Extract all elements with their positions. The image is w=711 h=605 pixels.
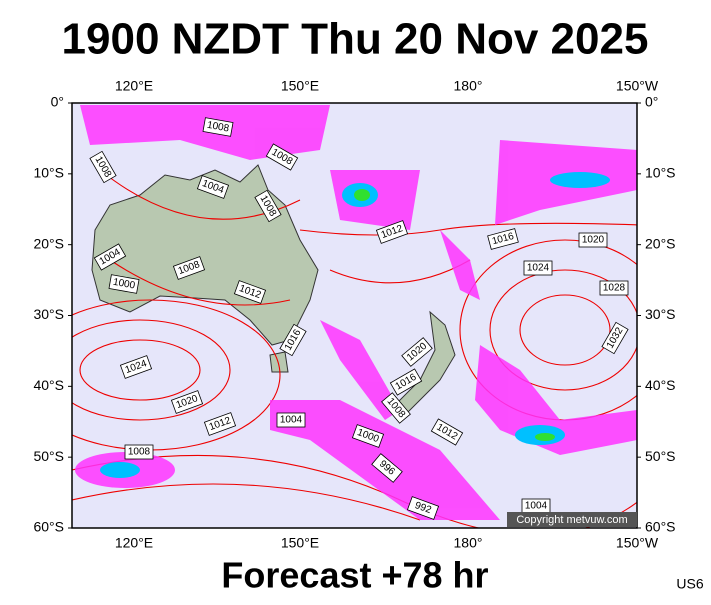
lon-label: 150°E [281, 535, 319, 551]
lon-label: 180° [454, 78, 483, 94]
lat-label: 60°S [33, 519, 64, 535]
isobar-label-box [487, 228, 519, 250]
isobar-label-box [124, 444, 154, 460]
isobar-label: 992 [406, 496, 440, 520]
isobar-value: 1024 [527, 263, 550, 274]
isobar-label: 1016 [487, 228, 519, 250]
isobar-label-box [375, 220, 409, 244]
lon-label: 120°E [115, 535, 153, 551]
isobar-label-box [389, 368, 423, 396]
isobar-label-box [279, 323, 307, 357]
lon-label: 150°W [616, 78, 659, 94]
isobar-label: 996 [371, 453, 403, 483]
lon-label: 150°W [616, 535, 659, 551]
isobar-label: 1004 [196, 175, 230, 199]
lat-label: 30°S [645, 306, 676, 322]
lat-label: 20°S [645, 235, 676, 251]
lat-label: 20°S [33, 235, 64, 251]
isobar-label-box [233, 280, 267, 304]
isobar-label: 1008 [172, 256, 206, 280]
isobar-value: 1020 [582, 235, 605, 246]
lat-label: 40°S [645, 377, 676, 393]
model-code: US6 [676, 576, 703, 592]
lat-label: 0° [51, 94, 64, 110]
lon-label: 120°E [115, 78, 153, 94]
lat-label: 30°S [33, 306, 64, 322]
isobar-label-box [170, 390, 204, 414]
isobar-label-box [196, 175, 230, 199]
title: 1900 NZDT Thu 20 Nov 2025 [62, 15, 649, 64]
isobar-label-box [108, 274, 140, 294]
isobar-label-box [401, 337, 433, 367]
copyright: Copyright metvuw.com [516, 514, 627, 526]
isobar-label: 1004 [521, 498, 551, 514]
isobar-label-box [265, 143, 299, 171]
isobar-label: 1008 [124, 444, 154, 460]
isobar-label-box [381, 392, 411, 424]
lat-label: 0° [645, 94, 658, 110]
lat-label: 60°S [645, 519, 676, 535]
isobar-label-box [578, 232, 608, 248]
forecast-label: Forecast +78 hr [221, 555, 488, 596]
lat-label: 40°S [33, 377, 64, 393]
map-area [72, 103, 637, 528]
isobar-value: 1008 [128, 447, 151, 458]
isobar-label: 1004 [276, 412, 306, 428]
lat-label: 10°S [33, 165, 64, 181]
isobar-label-box [371, 453, 403, 483]
isobar-label: 1000 [108, 274, 140, 294]
isobar-label-box [601, 321, 629, 355]
isobar-value: 1004 [280, 415, 303, 426]
isobar-label-box [254, 189, 282, 223]
isobar-label-box [202, 117, 234, 137]
isobar-label-box [119, 355, 153, 379]
lat-label: 50°S [645, 448, 676, 464]
copyright-box [507, 512, 637, 527]
isobar-label-box [351, 424, 385, 448]
isobar-label: 1024 [523, 260, 553, 276]
lat-label: 50°S [33, 448, 64, 464]
isobar-label: 1028 [599, 280, 629, 296]
isobar-label-box [172, 256, 206, 280]
lon-label: 150°E [281, 78, 319, 94]
isobar-label-box [523, 260, 553, 276]
isobar-label: 1020 [578, 232, 608, 248]
isobar-label: 1020 [170, 390, 204, 414]
isobar-value: 1008 [206, 120, 230, 135]
isobar-label-box [276, 412, 306, 428]
isobar-label-box [599, 280, 629, 296]
isobar-label: 1024 [119, 355, 153, 379]
isobar-label: 1008 [202, 117, 234, 137]
isobar-label: 1012 [375, 220, 409, 244]
isobar-label-box [430, 418, 464, 446]
isobar-value: 1028 [603, 283, 626, 294]
isobar-label-box [89, 150, 117, 184]
lat-label: 10°S [645, 165, 676, 181]
isobar-label: 1012 [233, 280, 267, 304]
isobar-value: 1000 [112, 277, 136, 292]
isobar-label: 1012 [203, 412, 237, 436]
isobar-label: 1000 [351, 424, 385, 448]
isobar-label-box [93, 243, 127, 271]
isobar-label-box [406, 496, 440, 520]
isobar-value: 1004 [525, 501, 548, 512]
lon-label: 180° [454, 535, 483, 551]
isobar-label-box [203, 412, 237, 436]
